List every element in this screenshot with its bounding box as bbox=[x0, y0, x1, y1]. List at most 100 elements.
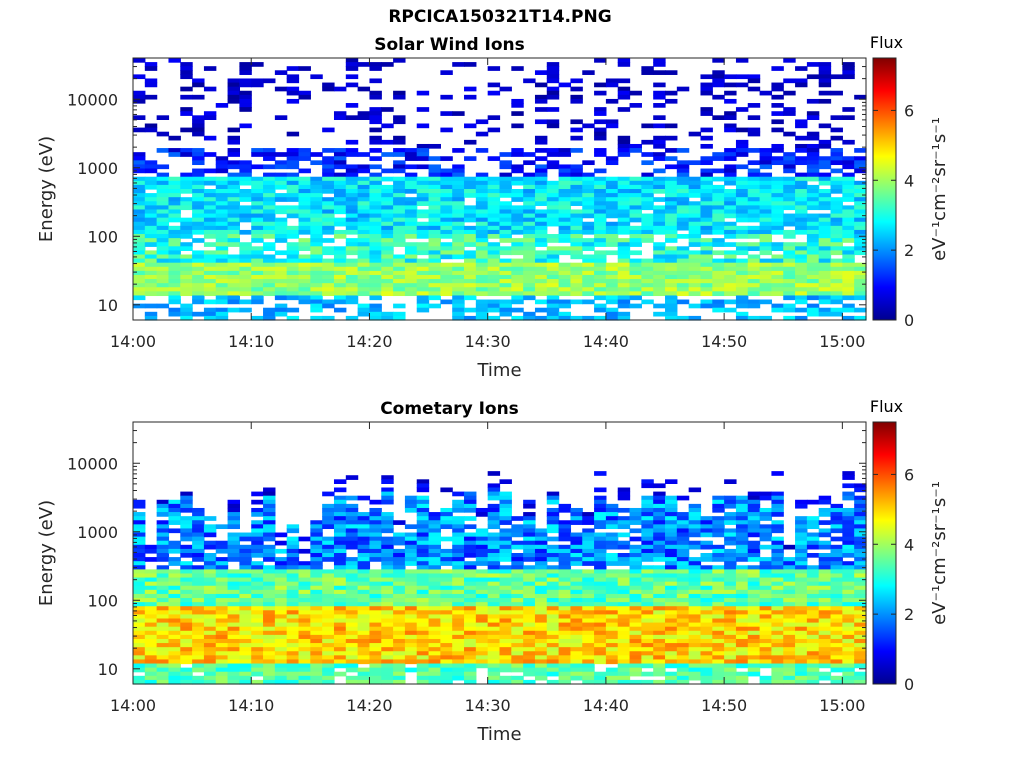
spectrogram-cell bbox=[712, 516, 725, 521]
spectrogram-cell bbox=[333, 291, 347, 297]
spectrogram-cell bbox=[286, 266, 300, 272]
spectrogram-cell bbox=[700, 143, 713, 149]
spectrogram-cell bbox=[747, 193, 761, 198]
spectrogram-cell bbox=[570, 193, 583, 198]
spectrogram-cell bbox=[381, 520, 394, 525]
spectrogram-cell bbox=[168, 242, 181, 247]
spectrogram-cell bbox=[381, 569, 394, 575]
spectrogram-cell bbox=[594, 193, 607, 198]
spectrogram-cell bbox=[192, 520, 205, 525]
spectrogram-cell bbox=[582, 614, 595, 620]
spectrogram-cell bbox=[570, 98, 583, 104]
spectrogram-cell bbox=[227, 242, 240, 247]
spectrogram-cell bbox=[475, 577, 489, 583]
spectrogram-cell bbox=[676, 279, 690, 284]
spectrogram-cell bbox=[381, 262, 394, 268]
spectrogram-cell bbox=[428, 221, 441, 227]
spectrogram-cell bbox=[735, 209, 749, 215]
spectrogram-cell bbox=[357, 287, 371, 292]
spectrogram-cell bbox=[215, 561, 229, 566]
spectrogram-cell bbox=[795, 606, 808, 611]
spectrogram-cell bbox=[251, 315, 264, 321]
spectrogram-cell bbox=[818, 229, 832, 235]
spectrogram-cell bbox=[251, 279, 264, 284]
spectrogram-cell bbox=[133, 614, 146, 620]
spectrogram-cell bbox=[156, 193, 170, 198]
spectrogram-cell bbox=[653, 671, 666, 677]
spectrogram-cell bbox=[747, 229, 761, 235]
spectrogram-cell bbox=[806, 544, 820, 550]
spectrogram-cell bbox=[251, 569, 264, 575]
spectrogram-cell bbox=[345, 287, 359, 292]
spectrogram-cell bbox=[795, 250, 808, 256]
spectrogram-cell bbox=[665, 573, 678, 579]
spectrogram-cell bbox=[534, 659, 548, 665]
spectrogram-cell bbox=[345, 152, 359, 157]
spectrogram-cell bbox=[144, 274, 158, 280]
spectrogram-cell bbox=[227, 598, 240, 603]
spectrogram-cell bbox=[345, 262, 359, 268]
spectrogram-cell bbox=[440, 127, 453, 133]
spectrogram-cell bbox=[144, 193, 158, 198]
spectrogram-cell bbox=[747, 630, 761, 636]
spectrogram-cell bbox=[570, 225, 583, 231]
spectrogram-cell bbox=[665, 618, 678, 624]
spectrogram-cell bbox=[345, 679, 359, 685]
spectrogram-cell bbox=[215, 217, 229, 223]
spectrogram-cell bbox=[759, 90, 773, 96]
spectrogram-cell bbox=[665, 238, 678, 243]
spectrogram-cell bbox=[168, 279, 181, 284]
spectrogram-cell bbox=[818, 606, 832, 611]
spectrogram-cell bbox=[393, 520, 406, 525]
spectrogram-cell bbox=[428, 589, 441, 595]
spectrogram-cell bbox=[629, 143, 642, 149]
spectrogram-cell bbox=[558, 303, 572, 309]
spectrogram-cell bbox=[239, 659, 252, 665]
spectrogram-cell bbox=[322, 606, 335, 611]
spectrogram-cell bbox=[345, 618, 359, 624]
spectrogram-cell bbox=[133, 659, 146, 665]
spectrogram-cell bbox=[546, 193, 560, 198]
spectrogram-cell bbox=[452, 540, 465, 546]
spectrogram-cell bbox=[795, 532, 808, 538]
spectrogram-cell bbox=[239, 98, 252, 104]
spectrogram-cell bbox=[783, 295, 796, 301]
spectrogram-cell bbox=[511, 111, 524, 116]
spectrogram-cell bbox=[842, 184, 855, 190]
spectrogram-cell bbox=[629, 291, 642, 297]
spectrogram-cell bbox=[806, 647, 820, 652]
spectrogram-cell bbox=[700, 262, 713, 268]
spectrogram-cell bbox=[629, 512, 642, 517]
spectrogram-cell bbox=[369, 532, 382, 538]
spectrogram-cell bbox=[286, 585, 300, 591]
spectrogram-cell bbox=[747, 606, 761, 611]
spectrogram-cell bbox=[133, 499, 146, 505]
spectrogram-cell bbox=[369, 536, 382, 542]
spectrogram-cell bbox=[511, 164, 524, 170]
spectrogram-cell bbox=[144, 675, 158, 681]
spectrogram-cell bbox=[322, 168, 335, 174]
spectrogram-cell bbox=[771, 671, 784, 677]
spectrogram-cell bbox=[452, 176, 465, 182]
spectrogram-cell bbox=[653, 598, 666, 603]
spectrogram-cell bbox=[416, 512, 430, 517]
spectrogram-cell bbox=[676, 270, 690, 276]
spectrogram-cell bbox=[274, 221, 288, 227]
spectrogram-cell bbox=[795, 536, 808, 542]
spectrogram-cell bbox=[239, 78, 252, 84]
spectrogram-cell bbox=[333, 164, 347, 170]
spectrogram-cell bbox=[688, 528, 702, 534]
spectrogram-cell bbox=[783, 270, 796, 276]
spectrogram-cell bbox=[298, 94, 311, 100]
spectrogram-cell bbox=[688, 585, 702, 591]
spectrogram-cell bbox=[381, 283, 394, 288]
spectrogram-cell bbox=[322, 180, 335, 186]
spectrogram-cell bbox=[795, 156, 808, 161]
spectrogram-cell bbox=[558, 168, 572, 174]
spectrogram-cell bbox=[274, 225, 288, 231]
spectrogram-cell bbox=[345, 217, 359, 223]
spectrogram-cell bbox=[452, 164, 465, 170]
spectrogram-cell bbox=[333, 184, 347, 190]
spectrogram-cell bbox=[345, 82, 359, 88]
spectrogram-cell bbox=[345, 62, 359, 67]
